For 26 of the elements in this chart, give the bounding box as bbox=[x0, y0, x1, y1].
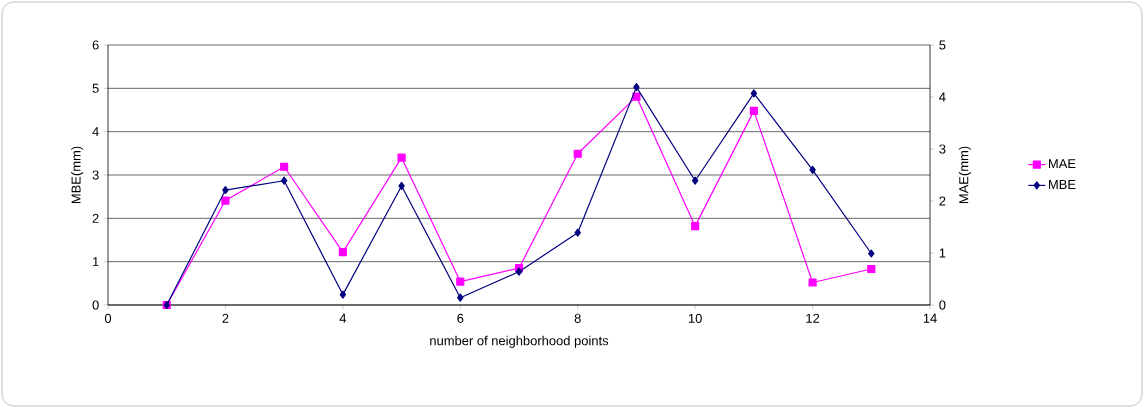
x-tick-label: 8 bbox=[574, 313, 581, 323]
y2-tick-label: 2 bbox=[939, 196, 946, 206]
y-axis-title: MBE(mm) bbox=[71, 146, 84, 204]
y-tick-label: 4 bbox=[92, 127, 99, 137]
x-axis-title: number of neighborhood points bbox=[430, 335, 609, 348]
x-tick-label: 4 bbox=[339, 313, 347, 323]
legend-label: MBE bbox=[1049, 180, 1076, 189]
y2-tick-label: 0 bbox=[939, 300, 946, 310]
x-tick-label: 14 bbox=[923, 313, 937, 323]
y2-tick-label: 1 bbox=[939, 248, 946, 258]
y-tick-label: 6 bbox=[92, 40, 99, 50]
y2-tick-label: 5 bbox=[939, 40, 946, 50]
y2-tick-label: 3 bbox=[939, 144, 946, 154]
y-tick-label: 1 bbox=[93, 257, 99, 267]
x-tick-label: 10 bbox=[688, 313, 702, 323]
x-tick-label: 0 bbox=[104, 313, 112, 323]
y2-tick-label: 4 bbox=[939, 92, 946, 102]
y-tick-label: 3 bbox=[92, 170, 99, 180]
y-tick-label: 0 bbox=[92, 300, 99, 310]
legend-label: MAE bbox=[1049, 159, 1076, 169]
y-tick-label: 5 bbox=[92, 83, 99, 93]
x-tick-label: 2 bbox=[222, 313, 229, 323]
y-tick-label: 2 bbox=[92, 213, 99, 223]
x-tick-label: 12 bbox=[806, 313, 820, 323]
x-tick-label: 6 bbox=[457, 313, 464, 323]
y2-axis-title: MAE(mm) bbox=[958, 146, 971, 204]
